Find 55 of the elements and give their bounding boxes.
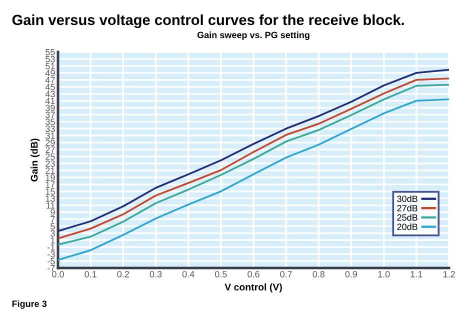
caption: Figure 3 [12, 300, 47, 309]
y-axis-title: Gain (dB) [30, 138, 40, 182]
x-tick-label: 0.6 [248, 271, 260, 278]
y-tick-label: 33 [46, 126, 55, 132]
x-tick-label: 0.2 [117, 271, 129, 278]
y-tick-label: -7 [48, 265, 55, 272]
y-tick-label: 1 [50, 237, 55, 244]
chart-subtitle: Gain sweep vs. PG setting [197, 32, 310, 40]
y-tick-label: 35 [46, 118, 55, 126]
legend-label: 27dB [397, 204, 418, 212]
y-tick-label: 15 [46, 188, 55, 195]
y-tick-label: 47 [45, 76, 55, 84]
y-tick-label: 27 [46, 146, 55, 153]
y-tick-label: 3 [50, 230, 55, 237]
y-tick-label: 39 [46, 104, 55, 112]
line-series [58, 98, 449, 261]
y-tick-label: 43 [45, 90, 55, 98]
y-tick-label: -3 [48, 251, 55, 258]
y-tick-label: 11 [46, 202, 55, 209]
x-tick-label: 0.1 [84, 271, 96, 278]
x-tick-label: 0.8 [312, 271, 325, 278]
y-tick-label: 55 [46, 49, 55, 56]
legend-label: 30dB [397, 195, 418, 202]
x-tick-label: 0.3 [150, 271, 162, 278]
x-tick-label: 1.2 [443, 271, 455, 278]
y-tick-label: 25 [46, 153, 55, 160]
y-tick-label: 21 [46, 167, 55, 174]
x-tick-label: 0.5 [214, 271, 227, 278]
x-tick-label: 1.1 [410, 271, 422, 278]
chart-title: Gain versus voltage control curves for the receive block. [12, 14, 404, 28]
y-tick-label: 13 [46, 195, 55, 202]
x-tick-label: 0.4 [182, 271, 194, 278]
y-tick-label: 41 [45, 98, 55, 104]
legend-label: 25dB [397, 214, 418, 221]
y-tick-label: 23 [46, 160, 55, 167]
y-tick-label: 9 [50, 209, 55, 216]
x-tick-label: 0.9 [345, 271, 358, 278]
y-tick-label: 29 [46, 140, 55, 146]
y-tick-label: 7 [50, 216, 55, 222]
y-tick-label: 19 [46, 174, 55, 181]
legend-label: 20dB [397, 223, 418, 230]
y-tick-label: 31 [46, 132, 55, 139]
y-tick-label: 37 [46, 112, 55, 118]
y-tick-label: 5 [50, 223, 55, 230]
x-axis-title: V control (V) [224, 283, 282, 292]
y-tick-label: 53 [46, 56, 55, 62]
y-tick-label: -5 [48, 258, 55, 264]
y-tick-label: 45 [45, 84, 55, 90]
x-tick-label: 0.7 [280, 271, 292, 278]
x-tick-label: 1.0 [378, 271, 390, 278]
x-tick-label: 0.0 [52, 271, 64, 278]
y-tick-label: -1 [48, 244, 55, 250]
y-tick-label: 51 [46, 62, 55, 70]
y-tick-label: 49 [45, 70, 55, 76]
y-tick-label: 17 [46, 181, 55, 188]
